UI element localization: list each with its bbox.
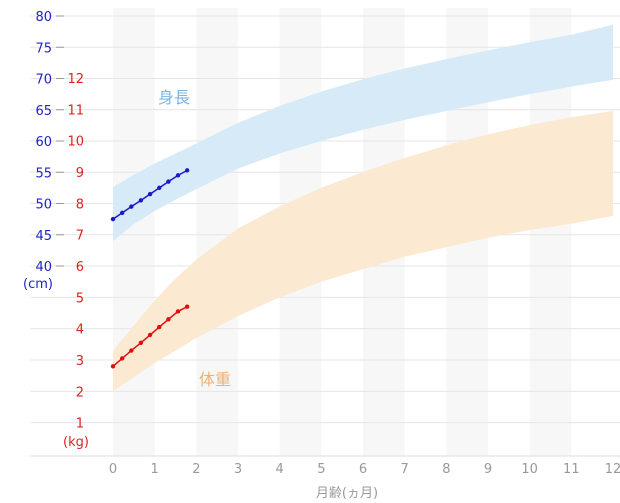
weight-tick-label: 1 (76, 417, 84, 432)
weight-data-point (119, 356, 125, 361)
x-axis: 0 1 2 3 4 5 6 7 8 9 10 11 12 (109, 462, 620, 477)
x-tick-label: 2 (192, 462, 200, 477)
x-tick-label: 3 (234, 462, 242, 477)
height-data-point (138, 198, 144, 203)
height-tick-label: 70 (35, 73, 52, 88)
data-series (110, 168, 190, 369)
percentile-bands (113, 24, 613, 392)
x-tick-label: 6 (359, 462, 367, 477)
height-band-label: 身長 (158, 88, 190, 107)
x-tick-label: 5 (317, 462, 325, 477)
weight-tick-label: 11 (67, 103, 84, 118)
weight-data-point (175, 309, 181, 314)
height-tick-label: 50 (35, 198, 52, 213)
x-tick-label: 0 (109, 462, 117, 477)
height-percentile-band (113, 24, 613, 241)
height-data-point (110, 216, 116, 222)
weight-tick-label: 2 (76, 385, 84, 400)
weight-unit-label: (kg) (63, 435, 89, 450)
weight-data-point (110, 364, 116, 369)
height-tick-label: 60 (35, 135, 52, 150)
x-tick-label: 11 (563, 462, 580, 477)
height-tick-label: 80 (35, 10, 52, 25)
height-data-point (157, 185, 162, 191)
weight-data-point (147, 332, 153, 338)
height-tick-label: 45 (35, 229, 52, 244)
weight-tick-label: 6 (76, 260, 84, 275)
x-tick-label: 12 (605, 462, 620, 477)
weight-tick-label: 12 (67, 72, 84, 87)
weight-data-point (166, 317, 171, 322)
weight-data-point (129, 348, 134, 353)
height-data-point (166, 179, 171, 184)
month-stripe (196, 8, 238, 456)
height-tick-label: 65 (35, 104, 52, 119)
weight-data-point (138, 340, 144, 345)
x-tick-label: 4 (276, 462, 284, 477)
weight-tick-label: 9 (76, 166, 84, 181)
height-tick-label: 75 (35, 41, 52, 56)
height-data-point (175, 173, 181, 178)
weight-percentile-band (113, 110, 613, 392)
weight-data-point (184, 304, 190, 309)
weight-band-label: 体重 (199, 370, 231, 389)
x-tick-label: 10 (521, 462, 538, 477)
height-data-point (129, 204, 134, 209)
weight-tick-label: 4 (76, 323, 84, 338)
height-data-point (147, 191, 153, 197)
weight-data-point (157, 324, 162, 330)
x-axis-label: 月齢(ヵ月) (316, 486, 378, 501)
height-tick-label: 55 (35, 166, 52, 181)
x-tick-label: 8 (442, 462, 450, 477)
height-data-point (119, 210, 125, 216)
x-tick-label: 9 (484, 462, 492, 477)
height-tick-label: 40 (35, 260, 52, 275)
weight-tick-label: 3 (76, 354, 84, 369)
weight-tick-label: 7 (76, 229, 84, 244)
weight-tick-label: 10 (67, 135, 84, 150)
height-unit-label: (cm) (23, 277, 53, 292)
height-data-point (184, 168, 190, 173)
x-tick-label: 1 (151, 462, 159, 477)
height-axis: 40 45 50 55 60 65 70 75 80 (35, 10, 64, 275)
x-tick-label: 7 (401, 462, 409, 477)
weight-tick-label: 5 (76, 291, 84, 306)
weight-tick-label: 8 (76, 197, 84, 212)
